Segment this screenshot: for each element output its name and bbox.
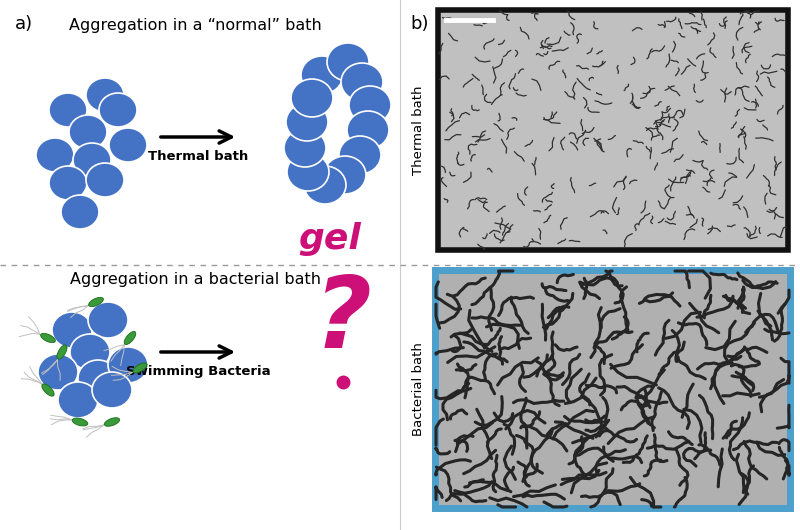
Text: Thermal bath: Thermal bath — [411, 85, 425, 175]
Ellipse shape — [36, 138, 74, 172]
Text: Thermal bath: Thermal bath — [148, 150, 248, 163]
Ellipse shape — [73, 143, 111, 177]
Ellipse shape — [109, 128, 147, 162]
Ellipse shape — [61, 195, 99, 229]
Ellipse shape — [88, 302, 128, 338]
Text: Swimming Bacteria: Swimming Bacteria — [126, 365, 270, 378]
Ellipse shape — [347, 111, 389, 149]
Text: Bacterial bath: Bacterial bath — [411, 342, 425, 436]
Ellipse shape — [42, 384, 54, 396]
Text: Aggregation in a “normal” bath: Aggregation in a “normal” bath — [69, 18, 322, 33]
Ellipse shape — [327, 43, 369, 81]
Ellipse shape — [52, 312, 92, 348]
Bar — [435, 270, 790, 508]
Ellipse shape — [41, 333, 55, 342]
Ellipse shape — [324, 156, 366, 194]
Text: b): b) — [410, 15, 429, 33]
Ellipse shape — [304, 166, 346, 204]
Ellipse shape — [291, 79, 333, 117]
Ellipse shape — [70, 334, 110, 370]
Ellipse shape — [86, 78, 124, 112]
Text: Aggregation in a bacterial bath: Aggregation in a bacterial bath — [70, 272, 321, 287]
Text: ?: ? — [314, 271, 372, 368]
Ellipse shape — [104, 418, 120, 426]
Ellipse shape — [49, 93, 87, 127]
Ellipse shape — [339, 136, 381, 174]
Ellipse shape — [72, 418, 88, 426]
Ellipse shape — [341, 63, 383, 101]
Ellipse shape — [108, 347, 148, 383]
Ellipse shape — [124, 331, 136, 344]
Ellipse shape — [286, 103, 328, 141]
Ellipse shape — [86, 163, 124, 197]
Ellipse shape — [57, 345, 67, 359]
Ellipse shape — [38, 354, 78, 390]
Ellipse shape — [99, 93, 137, 127]
Text: gel: gel — [298, 222, 362, 256]
Bar — [438, 10, 788, 250]
Ellipse shape — [69, 115, 107, 149]
Ellipse shape — [89, 297, 103, 307]
Ellipse shape — [301, 56, 343, 94]
Ellipse shape — [287, 153, 329, 191]
Text: a): a) — [15, 15, 33, 33]
Ellipse shape — [58, 382, 98, 418]
Ellipse shape — [78, 360, 118, 396]
Ellipse shape — [133, 363, 147, 373]
Ellipse shape — [349, 86, 391, 124]
Ellipse shape — [284, 129, 326, 167]
Ellipse shape — [49, 166, 87, 200]
Ellipse shape — [92, 372, 132, 408]
